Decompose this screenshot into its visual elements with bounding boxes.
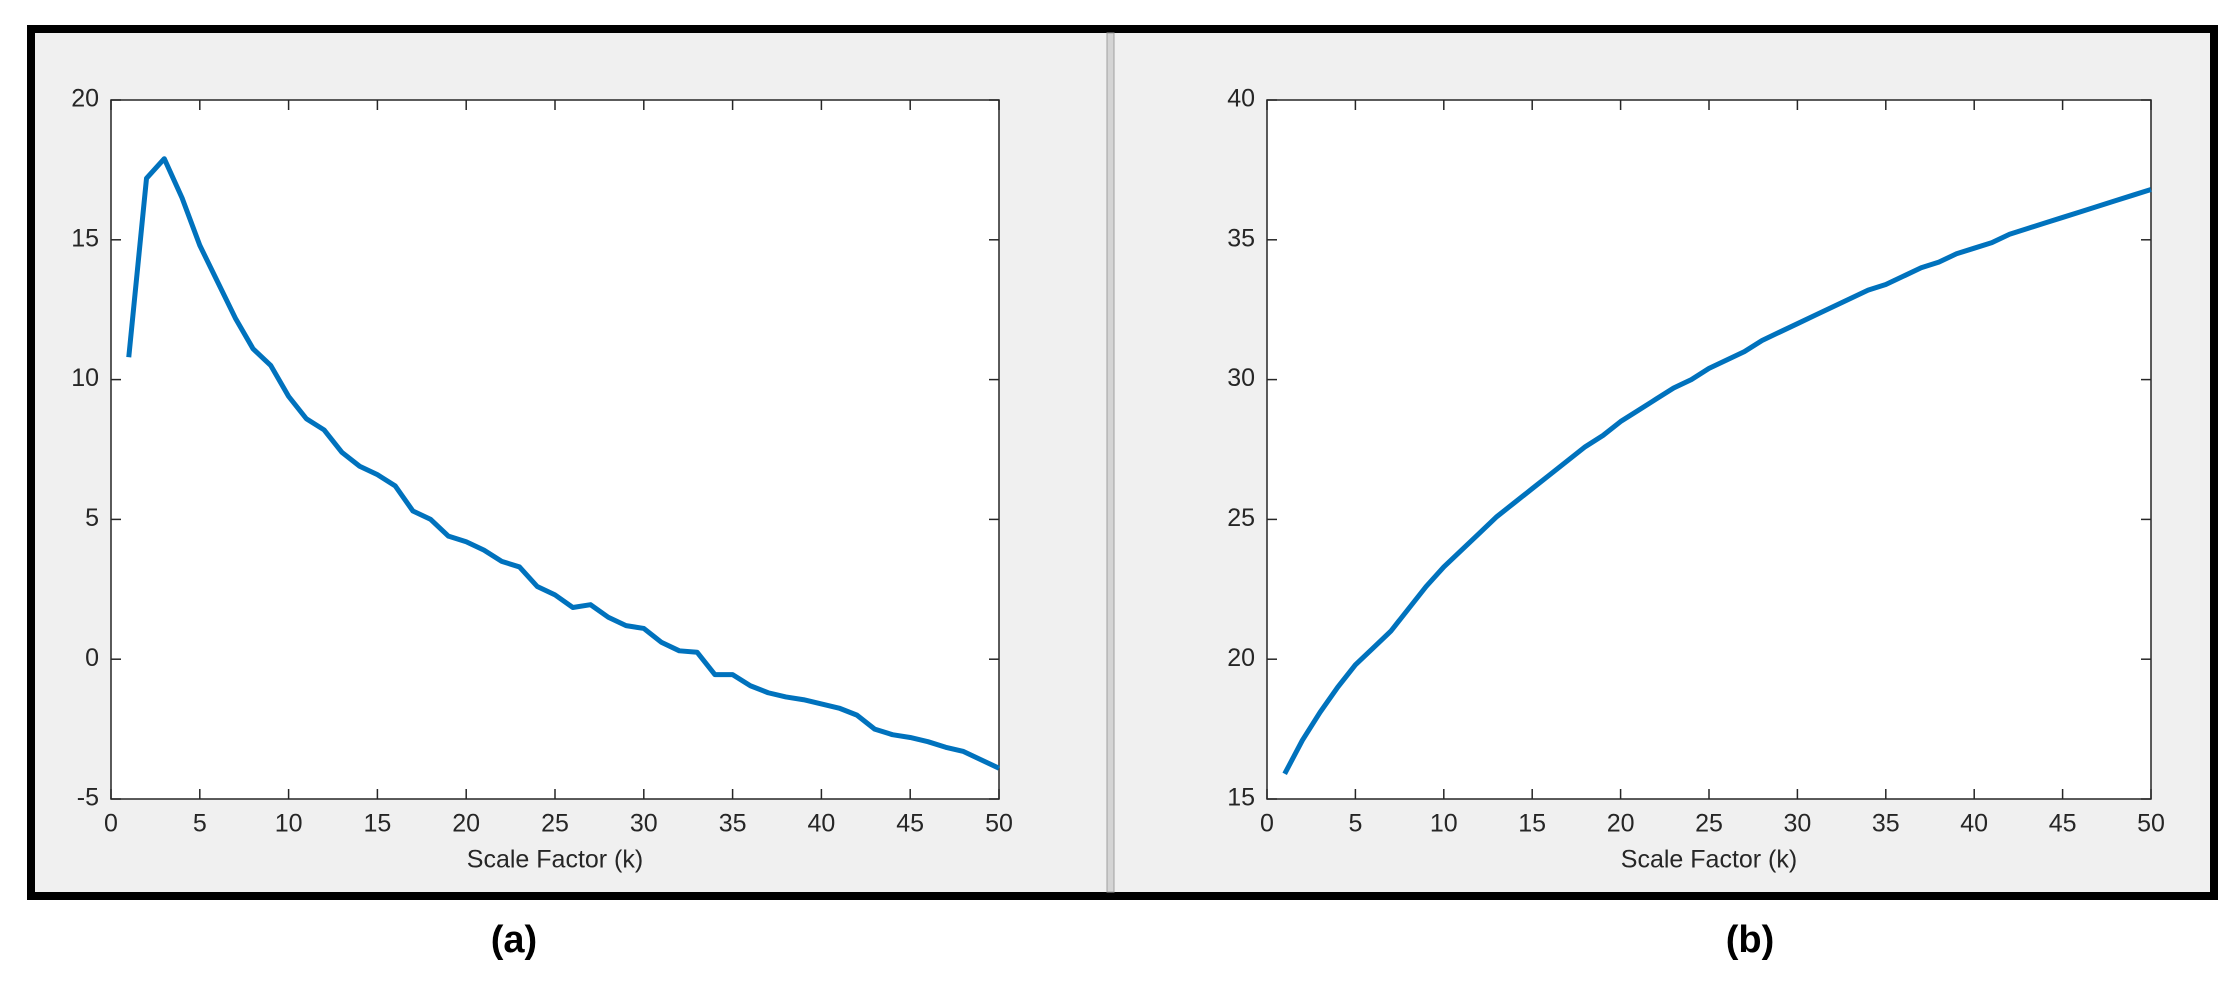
caption: (b) [1726,919,1775,961]
plot-area [110,99,1000,800]
x-tick-label: 30 [1783,810,1811,838]
y-tick-label: 15 [1227,784,1255,812]
x-tick-label: 25 [541,810,569,838]
y-tick-label: 5 [85,504,99,532]
x-tick-label: 0 [1260,810,1274,838]
x-tick-label: 35 [719,810,747,838]
x-tick-label: 0 [104,810,118,838]
x-axis-label: Scale Factor (k) [1621,846,1797,874]
x-tick-label: 5 [193,810,207,838]
x-tick-label: 10 [275,810,303,838]
x-tick-label: 15 [1518,810,1546,838]
y-tick-label: 10 [71,364,99,392]
x-tick-label: 20 [452,810,480,838]
y-tick-label: 20 [71,85,99,113]
x-tick-label: 40 [1960,810,1988,838]
x-tick-label: 10 [1430,810,1458,838]
x-tick-label: 15 [363,810,391,838]
y-tick-label: 30 [1227,364,1255,392]
x-tick-label: 50 [2137,810,2165,838]
data-line [1282,187,2152,776]
x-tick-label: 35 [1872,810,1900,838]
y-tick-label: 20 [1227,644,1255,672]
data-line [126,156,1001,771]
x-tick-label: 30 [630,810,658,838]
caption: (a) [491,919,537,961]
x-tick-label: 5 [1348,810,1362,838]
y-tick-label: -5 [77,784,99,812]
x-tick-label: 45 [896,810,924,838]
y-tick-label: 15 [71,224,99,252]
divider [1106,32,1115,893]
y-tick-label: 35 [1227,224,1255,252]
x-tick-label: 20 [1607,810,1635,838]
x-tick-label: 45 [2049,810,2077,838]
y-tick-label: 0 [85,644,99,672]
y-tick-label: 25 [1227,504,1255,532]
plot-area [1266,99,2152,800]
x-tick-label: 25 [1695,810,1723,838]
x-tick-label: 40 [807,810,835,838]
y-tick-label: 40 [1227,85,1255,113]
x-tick-label: 50 [985,810,1013,838]
x-axis-label: Scale Factor (k) [467,846,643,874]
